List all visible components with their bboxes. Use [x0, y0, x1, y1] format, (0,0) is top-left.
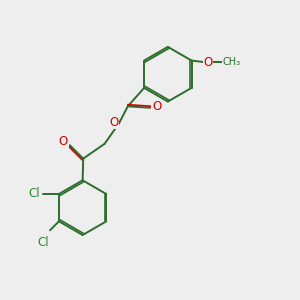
Text: O: O — [59, 135, 68, 148]
Text: Cl: Cl — [38, 236, 49, 249]
Text: O: O — [203, 56, 212, 68]
Text: CH₃: CH₃ — [222, 57, 240, 67]
Text: O: O — [109, 116, 119, 129]
Text: O: O — [152, 100, 161, 113]
Text: Cl: Cl — [29, 187, 40, 200]
